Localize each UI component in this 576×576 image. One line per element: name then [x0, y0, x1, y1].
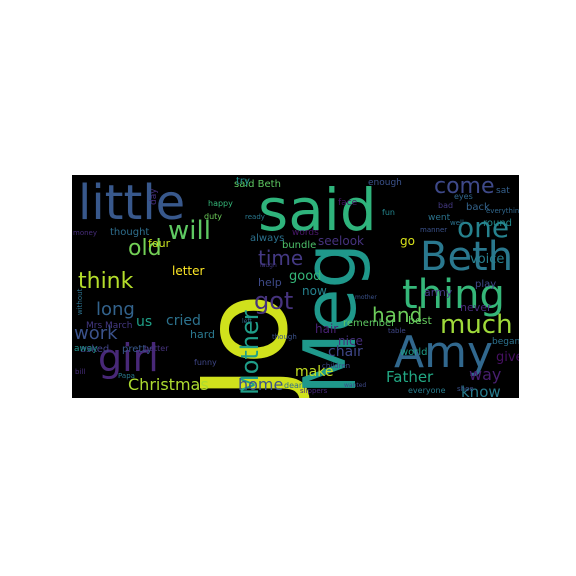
- word-cloud: Jo said Meg little Beth thing Amy girl Mother one…: [72, 175, 519, 398]
- word-asked: asked: [80, 344, 109, 355]
- word-hair: hair: [315, 322, 338, 336]
- word-remember: remember: [343, 318, 396, 329]
- word-father: Father: [386, 368, 434, 386]
- word-home: home: [238, 375, 283, 394]
- word-slippers: slippers: [300, 387, 328, 395]
- word-funny: funny: [194, 358, 217, 367]
- word-now: now: [302, 284, 327, 298]
- word-bad: bad: [438, 201, 453, 210]
- word-though: though: [272, 333, 297, 341]
- word-us: us: [136, 314, 152, 330]
- word-shoe: shoe: [457, 385, 474, 393]
- word-girl: girl: [98, 336, 159, 380]
- word-army: army: [424, 286, 453, 299]
- word-jo: Jo: [176, 293, 314, 398]
- word-wanted: wanted: [344, 382, 366, 389]
- word-seelook: seelook: [318, 234, 364, 248]
- word-said-beth: said Beth: [234, 179, 281, 190]
- word-left: left: [242, 318, 252, 325]
- word-thought: thought: [110, 227, 149, 238]
- word-always: always: [250, 233, 284, 244]
- word-meg: Meg: [288, 243, 372, 395]
- word-mrs-march: Mrs March: [86, 321, 132, 331]
- word-little: little: [78, 175, 185, 231]
- word-everyone: everyone: [408, 386, 446, 395]
- word-money: money: [73, 229, 97, 237]
- word-went: went: [428, 213, 451, 223]
- word-cried: cried: [166, 313, 201, 329]
- word-four: four: [148, 237, 171, 250]
- word-fun: fun: [382, 208, 395, 217]
- word-hard: hard: [190, 328, 215, 341]
- word-ready: ready: [245, 213, 265, 221]
- word-bill: bill: [75, 368, 85, 376]
- word-away: away: [74, 344, 98, 354]
- word-old: old: [128, 236, 162, 261]
- word-round: round: [483, 218, 512, 229]
- word-one: one: [457, 211, 509, 244]
- word-amy: Amy: [394, 327, 493, 378]
- word-papa: Papa: [118, 372, 135, 380]
- word-got: got: [254, 287, 293, 315]
- word-words: words: [292, 228, 319, 238]
- word-without: without: [76, 288, 84, 315]
- word-mother: mother: [355, 294, 377, 301]
- word-face: face: [338, 198, 358, 208]
- word-duty: duty: [204, 212, 222, 221]
- word-work: work: [74, 323, 118, 344]
- word-back: back: [466, 202, 490, 213]
- word-long: long: [96, 299, 135, 320]
- word-manner: manner: [420, 226, 447, 234]
- word-hand: hand: [372, 303, 422, 327]
- word-will: will: [168, 216, 211, 246]
- word-good: good: [289, 269, 321, 284]
- word-much: much: [440, 310, 513, 340]
- word-began: began: [492, 337, 519, 347]
- word-never: never: [460, 301, 492, 314]
- word-time: time: [258, 246, 303, 270]
- word-said: said: [258, 176, 377, 244]
- word-thing: thing: [402, 272, 505, 318]
- word-children: children: [322, 362, 350, 370]
- word-give: give: [496, 350, 519, 365]
- word-best: best: [408, 314, 432, 327]
- word-sat: sat: [496, 186, 510, 196]
- word-everything: everything: [486, 207, 519, 215]
- word-nice: nice: [338, 334, 363, 348]
- word-eyes: eyes: [454, 192, 473, 201]
- word-way: way: [469, 365, 501, 384]
- word-pretty: pretty: [122, 344, 152, 355]
- word-dear: dear: [284, 381, 303, 390]
- word-make: make: [295, 364, 333, 380]
- word-think: think: [78, 269, 134, 294]
- word-enough: enough: [368, 178, 402, 188]
- word-laugh: laugh: [260, 262, 277, 269]
- word-go: go: [400, 234, 415, 248]
- word-christmas: Christmas: [128, 375, 209, 394]
- word-world: world: [400, 347, 428, 358]
- word-day: day: [149, 188, 159, 205]
- word-letter: letter: [172, 264, 205, 278]
- word-table: table: [388, 327, 406, 335]
- word-chair: chair: [328, 344, 363, 360]
- word-try: try: [236, 176, 250, 187]
- word-well: well: [450, 219, 464, 227]
- word-know: know: [461, 383, 501, 398]
- word-help: help: [258, 276, 282, 289]
- word-play: play: [475, 279, 496, 290]
- word-bundle: bundle: [282, 240, 316, 251]
- word-happy: happy: [208, 199, 233, 208]
- word-come: come: [434, 175, 495, 199]
- word-voice: voice: [470, 252, 504, 267]
- word-beth: Beth: [420, 234, 513, 280]
- word-better: better: [144, 344, 169, 353]
- word-mother: Mother: [236, 310, 264, 395]
